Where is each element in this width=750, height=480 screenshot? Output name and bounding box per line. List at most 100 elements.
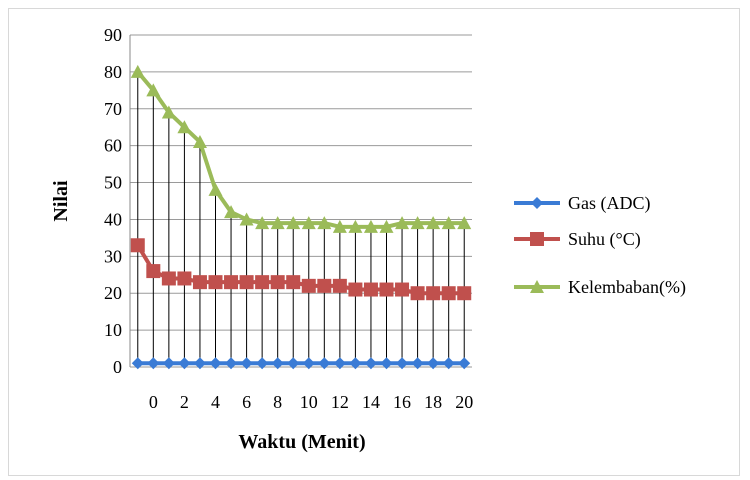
- data-point: [427, 357, 440, 370]
- y-tick-label: 20: [104, 283, 122, 303]
- data-point: [177, 120, 192, 134]
- data-point: [348, 282, 363, 297]
- x-tick-label: 8: [273, 392, 282, 412]
- data-point: [224, 205, 239, 219]
- y-tick-label: 80: [104, 62, 122, 82]
- x-tick-label: 18: [424, 392, 442, 412]
- series-layer: [130, 64, 472, 370]
- legend-item: Kelembaban(%): [514, 277, 686, 298]
- legend-item: Gas (ADC): [514, 193, 651, 214]
- data-point: [396, 357, 409, 370]
- data-point: [161, 271, 176, 286]
- data-point: [209, 357, 222, 370]
- data-point: [317, 216, 332, 230]
- y-tick-label: 50: [104, 173, 122, 193]
- data-point: [146, 83, 161, 97]
- data-point: [441, 216, 456, 230]
- data-point: [162, 357, 175, 370]
- y-tick-label: 0: [113, 357, 122, 377]
- x-tick-label: 10: [300, 392, 318, 412]
- data-point: [531, 197, 543, 209]
- series-kelembaban: [130, 64, 472, 233]
- data-point: [379, 219, 394, 233]
- data-point: [192, 275, 207, 290]
- series-gas-adc: [131, 357, 471, 370]
- x-tick-label: 4: [211, 392, 220, 412]
- data-point: [256, 357, 269, 370]
- y-tick-label: 70: [104, 99, 122, 119]
- y-tick-label: 10: [104, 320, 122, 340]
- x-tick-label: 16: [393, 392, 411, 412]
- data-point: [457, 216, 472, 230]
- data-point: [317, 278, 332, 293]
- data-point: [380, 357, 393, 370]
- drop-lines: [137, 71, 465, 367]
- data-point: [270, 216, 285, 230]
- data-point: [146, 264, 161, 279]
- data-point: [131, 357, 144, 370]
- data-point: [271, 357, 284, 370]
- legend-label: Kelembaban(%): [568, 277, 686, 298]
- data-point: [332, 278, 347, 293]
- data-point: [178, 357, 191, 370]
- x-tick-label: 14: [362, 392, 380, 412]
- data-point: [395, 282, 410, 297]
- data-point: [348, 219, 363, 233]
- data-point: [332, 219, 347, 233]
- data-point: [286, 216, 301, 230]
- data-point: [530, 280, 544, 293]
- data-point: [208, 275, 223, 290]
- data-point: [426, 286, 441, 301]
- data-point: [410, 286, 425, 301]
- data-point: [410, 216, 425, 230]
- data-point: [147, 357, 160, 370]
- data-point: [240, 357, 253, 370]
- data-point: [441, 286, 456, 301]
- data-point: [225, 357, 238, 370]
- data-point: [363, 219, 378, 233]
- data-point: [193, 357, 206, 370]
- legend-label: Gas (ADC): [568, 193, 651, 214]
- data-point: [130, 64, 145, 78]
- data-point: [349, 357, 362, 370]
- data-point: [239, 275, 254, 290]
- data-point: [130, 238, 145, 253]
- x-tick-label: 12: [331, 392, 349, 412]
- data-point: [364, 357, 377, 370]
- data-point: [255, 275, 270, 290]
- x-tick-label: 2: [180, 392, 189, 412]
- data-point: [177, 271, 192, 286]
- data-point: [239, 212, 254, 226]
- series-line: [136, 244, 465, 296]
- data-point: [457, 286, 472, 301]
- series-line: [136, 70, 465, 229]
- y-axis-title: Nilai: [50, 180, 72, 222]
- x-axis-ticks: 0 2 4 6 8 10 12 14 16 18 20: [149, 392, 473, 412]
- data-point: [161, 105, 176, 119]
- series-suhu-c: [130, 238, 472, 301]
- data-point: [426, 216, 441, 230]
- x-tick-label: 6: [242, 392, 251, 412]
- data-point: [287, 357, 300, 370]
- data-point: [301, 216, 316, 230]
- y-tick-label: 30: [104, 246, 122, 266]
- data-point: [318, 357, 331, 370]
- x-axis-title: Waktu (Menit): [238, 431, 365, 453]
- y-tick-label: 40: [104, 209, 122, 229]
- data-point: [301, 278, 316, 293]
- y-axis-ticks: 0 10 20 30 40 50 60 70 80 90: [104, 25, 122, 377]
- data-point: [286, 275, 301, 290]
- data-point: [458, 357, 471, 370]
- data-point: [208, 182, 223, 196]
- data-point: [395, 216, 410, 230]
- data-point: [302, 357, 315, 370]
- x-tick-label: 20: [455, 392, 473, 412]
- data-point: [530, 232, 544, 246]
- y-tick-label: 90: [104, 25, 122, 45]
- data-point: [270, 275, 285, 290]
- data-point: [192, 134, 207, 148]
- data-point: [379, 282, 394, 297]
- legend-label: Suhu (°C): [568, 229, 641, 250]
- data-point: [255, 216, 270, 230]
